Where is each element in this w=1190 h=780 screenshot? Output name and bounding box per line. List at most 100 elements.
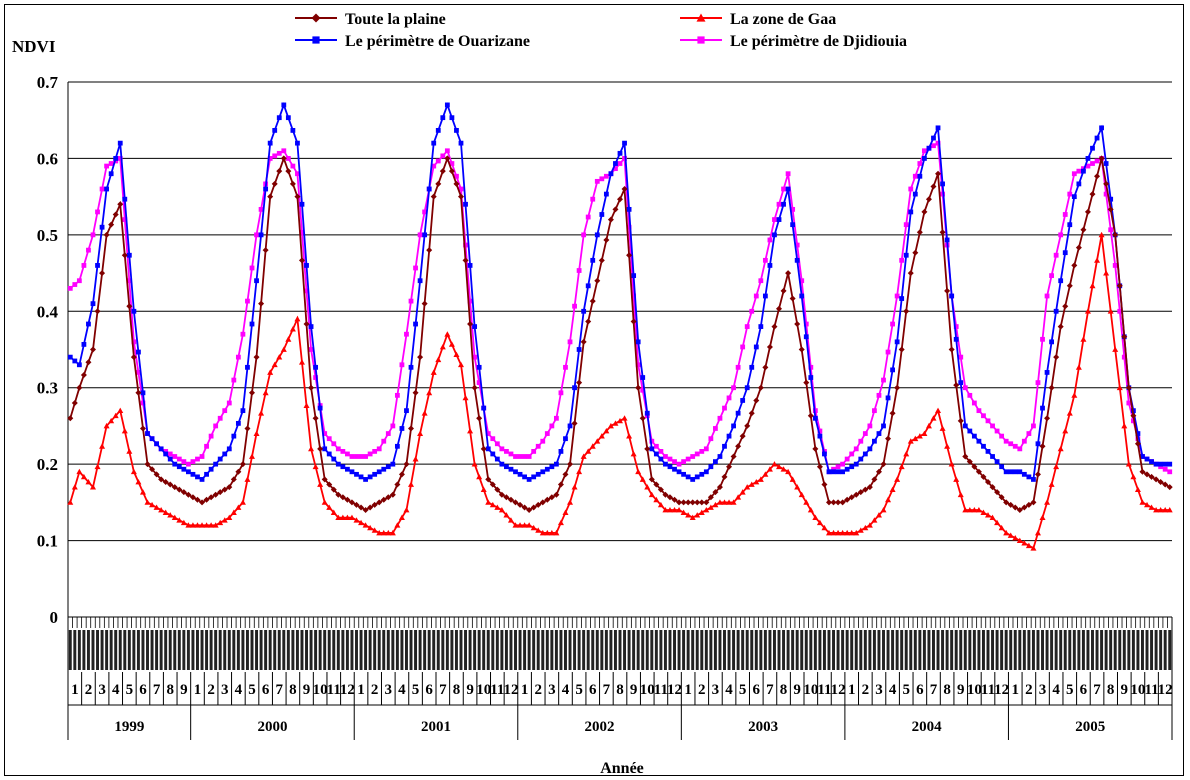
data-point: [490, 436, 496, 442]
data-point: [117, 156, 123, 161]
data-point: [1003, 499, 1010, 506]
data-point: [531, 474, 537, 480]
data-point: [176, 517, 183, 523]
data-series: [67, 102, 1173, 551]
data-point: [253, 354, 260, 361]
data-point: [672, 459, 677, 464]
decade-tick-label: [845, 630, 849, 670]
data-point: [966, 507, 973, 513]
decade-tick-label: [536, 630, 540, 670]
month-label: 8: [453, 682, 461, 698]
decade-tick-label: [454, 630, 458, 670]
data-point: [949, 293, 955, 299]
data-point: [358, 454, 364, 459]
month-label: 8: [616, 682, 624, 698]
data-point: [454, 128, 459, 133]
data-point: [1053, 354, 1060, 361]
data-point: [1162, 461, 1168, 467]
data-point: [86, 321, 91, 327]
data-point: [394, 481, 401, 488]
data-point: [535, 471, 541, 477]
month-label: 8: [1107, 682, 1115, 698]
data-point: [326, 481, 333, 488]
month-label: 11: [1144, 682, 1158, 698]
decade-tick-label: [146, 630, 149, 670]
data-point: [935, 125, 941, 131]
month-label: 3: [98, 682, 106, 698]
data-point: [448, 341, 455, 347]
data-point: [426, 186, 432, 192]
data-point: [435, 356, 442, 363]
data-point: [1116, 282, 1123, 289]
data-point: [171, 484, 178, 491]
series-toute-la-plaine: [67, 155, 1173, 513]
data-point: [853, 491, 860, 498]
data-point: [335, 446, 341, 452]
data-point: [803, 499, 810, 505]
decade-tick-label: [941, 630, 945, 670]
data-point: [467, 321, 474, 328]
decade-tick-label: [323, 630, 327, 670]
data-point: [867, 446, 873, 452]
data-point: [544, 496, 551, 503]
data-point: [707, 494, 714, 501]
data-point: [626, 224, 632, 230]
data-point: [399, 426, 405, 431]
year-label: 2004: [912, 719, 943, 735]
data-point: [607, 422, 614, 429]
data-point: [1081, 168, 1086, 174]
data-point: [580, 338, 587, 345]
data-point: [503, 512, 510, 518]
decade-tick-label: [804, 630, 808, 670]
month-label: 7: [276, 682, 284, 698]
data-point: [408, 298, 414, 304]
month-label: 8: [780, 682, 788, 698]
data-point: [585, 283, 591, 289]
decade-tick-label: [77, 630, 81, 670]
legend-marker: [311, 13, 321, 23]
data-point: [589, 298, 596, 305]
legend-label: La zone de Gaa: [730, 11, 836, 28]
month-label: 4: [1052, 682, 1060, 698]
data-point: [803, 379, 810, 386]
data-point: [871, 517, 878, 523]
data-point: [417, 232, 423, 238]
data-point: [781, 201, 786, 207]
data-point: [136, 349, 141, 355]
data-point: [480, 445, 487, 452]
data-point: [676, 507, 683, 513]
month-label: 10: [313, 682, 328, 698]
decade-tick-label: [841, 630, 845, 670]
data-point: [135, 389, 142, 396]
data-point: [298, 359, 305, 365]
data-point: [825, 499, 832, 506]
data-point: [271, 180, 278, 187]
data-point: [807, 412, 814, 419]
data-point: [503, 494, 510, 501]
data-point: [308, 445, 315, 452]
legend-entry: La zone de Gaa: [680, 11, 836, 28]
month-label: 1: [521, 682, 529, 698]
decade-tick-label: [450, 630, 454, 670]
data-point: [130, 354, 137, 361]
decade-tick-label: [836, 630, 840, 670]
data-point: [821, 481, 828, 488]
month-label: 7: [1093, 682, 1101, 698]
month-label: 11: [327, 682, 341, 698]
data-point: [181, 466, 187, 472]
decade-tick-label: [609, 630, 613, 670]
data-point: [303, 402, 310, 408]
data-point: [785, 270, 792, 277]
data-point: [158, 446, 164, 452]
data-point: [808, 364, 814, 370]
decade-tick-label: [623, 630, 627, 670]
data-point: [339, 514, 346, 521]
data-point: [354, 454, 359, 459]
decade-tick-label: [214, 630, 218, 670]
decade-tick-label: [400, 630, 404, 670]
data-point: [799, 293, 805, 299]
data-point: [917, 161, 923, 166]
data-point: [485, 431, 491, 436]
decade-tick-label: [604, 630, 608, 670]
decade-tick-label: [636, 630, 640, 670]
